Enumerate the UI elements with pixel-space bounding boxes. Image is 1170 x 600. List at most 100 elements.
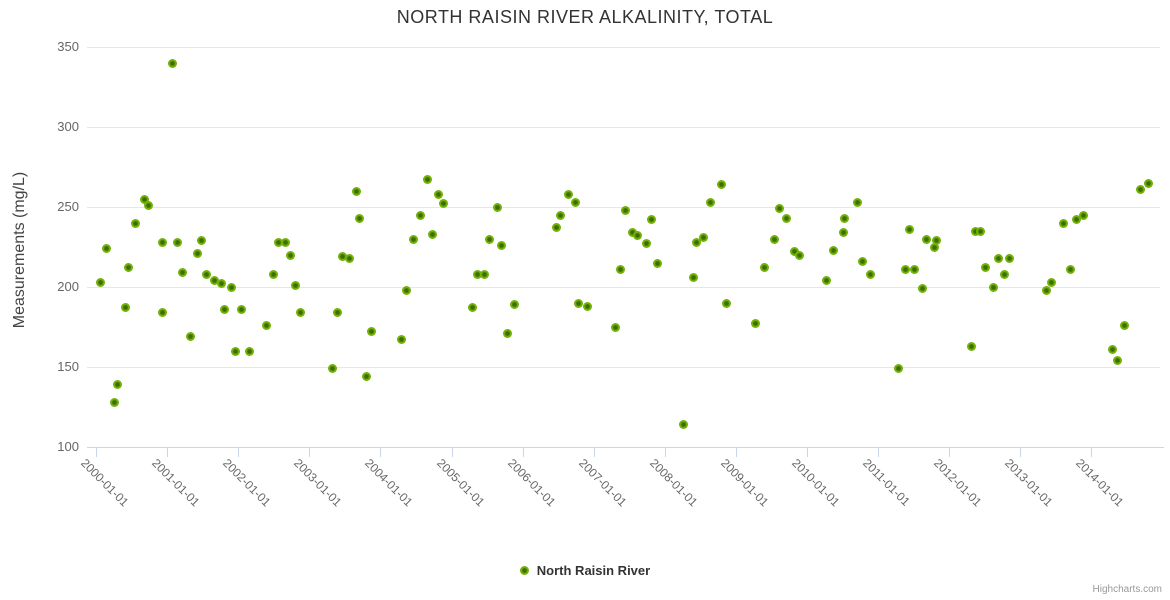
data-point[interactable] [574,298,584,308]
data-point[interactable] [236,304,246,314]
data-point[interactable] [503,328,513,338]
data-point[interactable] [109,397,119,407]
data-point[interactable] [123,263,133,273]
data-point[interactable] [722,298,732,308]
data-point[interactable] [268,269,278,279]
data-point[interactable] [706,197,716,207]
data-point[interactable] [981,263,991,273]
data-point[interactable] [178,268,188,278]
data-point[interactable] [244,346,254,356]
data-point[interactable] [143,200,153,210]
data-point[interactable] [1112,356,1122,366]
data-point[interactable] [930,242,940,252]
data-point[interactable] [692,237,702,247]
data-point[interactable] [1136,184,1146,194]
data-point[interactable] [901,264,911,274]
data-point[interactable] [261,320,271,330]
data-point[interactable] [971,226,981,236]
data-point[interactable] [1071,215,1081,225]
data-point[interactable] [120,303,130,313]
data-point[interactable] [96,277,105,287]
data-point[interactable] [422,175,432,185]
data-point[interactable] [291,280,301,290]
data-point[interactable] [775,204,785,214]
data-point[interactable] [866,269,876,279]
data-point[interactable] [646,215,656,225]
data-point[interactable] [367,327,377,337]
data-point[interactable] [770,234,780,244]
data-point[interactable] [976,226,986,236]
data-point[interactable] [167,58,177,68]
data-point[interactable] [337,252,347,262]
data-point[interactable] [280,237,290,247]
data-point[interactable] [185,332,195,342]
data-point[interactable] [932,236,942,246]
data-point[interactable] [401,285,411,295]
data-point[interactable] [633,231,643,241]
data-point[interactable] [216,279,226,289]
data-point[interactable] [1107,344,1117,354]
data-point[interactable] [759,263,769,273]
data-point[interactable] [362,372,372,382]
data-point[interactable] [905,224,915,234]
legend-item[interactable]: North Raisin River [0,563,1170,578]
data-point[interactable] [1144,178,1154,188]
data-point[interactable] [434,189,444,199]
data-point[interactable] [828,245,838,255]
data-point[interactable] [416,210,426,220]
data-point[interactable] [480,269,490,279]
data-point[interactable] [641,239,651,249]
data-point[interactable] [894,364,903,374]
data-point[interactable] [989,282,999,292]
data-point[interactable] [1004,253,1014,263]
data-point[interactable] [327,364,337,374]
data-point[interactable] [296,308,306,318]
data-point[interactable] [273,237,283,247]
data-point[interactable] [345,253,355,263]
data-point[interactable] [209,276,219,286]
data-point[interactable] [201,269,211,279]
data-point[interactable] [967,341,977,351]
data-point[interactable] [679,420,689,430]
data-point[interactable] [397,335,407,345]
data-point[interactable] [351,186,361,196]
data-point[interactable] [611,322,621,332]
data-point[interactable] [918,284,928,294]
data-point[interactable] [1119,320,1129,330]
data-point[interactable] [468,303,478,313]
data-point[interactable] [226,282,236,292]
data-point[interactable] [332,308,342,318]
data-point[interactable] [782,213,792,223]
data-point[interactable] [492,202,502,212]
data-point[interactable] [220,304,230,314]
data-point[interactable] [172,237,182,247]
data-point[interactable] [193,248,203,258]
data-point[interactable] [994,253,1004,263]
data-point[interactable] [427,229,437,239]
data-point[interactable] [1079,210,1089,220]
data-point[interactable] [485,234,495,244]
data-point[interactable] [822,276,832,286]
data-point[interactable] [497,240,507,250]
data-point[interactable] [717,180,727,190]
data-point[interactable] [839,213,849,223]
data-point[interactable] [838,228,848,238]
data-point[interactable] [286,250,296,260]
data-point[interactable] [751,319,761,329]
data-point[interactable] [231,346,240,356]
data-point[interactable] [910,264,920,274]
data-point[interactable] [196,236,206,246]
data-point[interactable] [472,269,482,279]
data-point[interactable] [101,244,111,254]
data-point[interactable] [922,234,932,244]
data-point[interactable] [552,223,562,233]
data-point[interactable] [627,228,637,238]
data-point[interactable] [563,189,573,199]
data-point[interactable] [688,272,698,282]
data-point[interactable] [130,218,140,228]
data-point[interactable] [1058,218,1068,228]
data-point[interactable] [113,380,123,390]
data-point[interactable] [653,258,663,268]
data-point[interactable] [999,269,1009,279]
data-point[interactable] [1041,285,1051,295]
